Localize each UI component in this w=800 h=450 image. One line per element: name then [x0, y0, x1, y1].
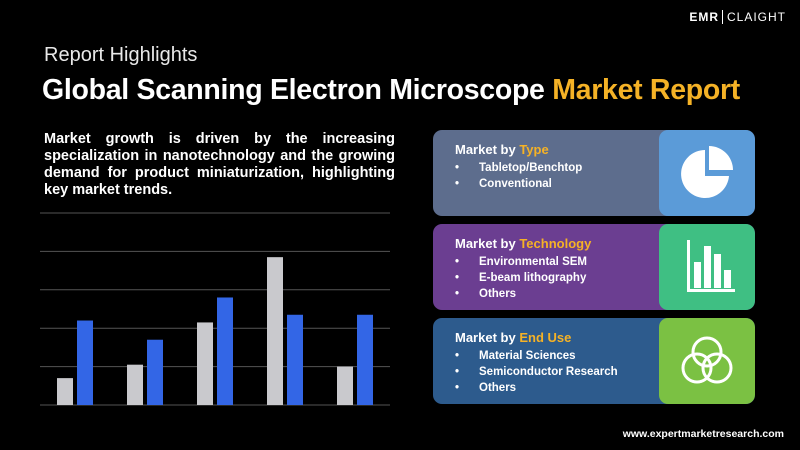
title: Global Scanning Electron Microscope Mark…	[42, 74, 740, 107]
item: Environmental SEM	[455, 254, 587, 270]
item: Others	[455, 380, 618, 396]
panel-list: Material SciencesSemiconductor ResearchO…	[455, 348, 618, 396]
bar	[57, 378, 73, 405]
bar	[357, 314, 373, 405]
bar	[267, 257, 283, 405]
panel-label: Market by	[455, 330, 516, 345]
panel-list: Tabletop/BenchtopConventional	[455, 160, 582, 192]
panel-accent: Technology	[519, 236, 592, 251]
item: E-beam lithography	[455, 270, 587, 286]
footer: www.expertmarketresearch.com	[622, 428, 784, 440]
bar	[77, 320, 93, 405]
panel: Market by End Use Material SciencesSemic…	[433, 318, 755, 404]
venn-icon	[659, 318, 755, 404]
item: Tabletop/Benchtop	[455, 160, 582, 176]
bar	[217, 297, 233, 405]
item: Others	[455, 286, 587, 302]
bar	[337, 366, 353, 405]
logo-text: EMR	[689, 10, 719, 24]
panel-accent: End Use	[519, 330, 572, 345]
item: Semiconductor Research	[455, 364, 618, 380]
panel-heading: Market by Type	[455, 142, 549, 157]
panel-heading: Market by End Use	[455, 330, 571, 345]
bar	[127, 364, 143, 405]
panel-accent: Type	[519, 142, 549, 157]
kicker: Report Highlights	[44, 44, 198, 66]
bar	[287, 314, 303, 405]
item: Conventional	[455, 176, 582, 192]
panel-heading: Market by Technology	[455, 236, 591, 251]
summary: Market growth is driven by the increasin…	[44, 131, 395, 198]
panel: Market by Type Tabletop/BenchtopConventi…	[433, 130, 755, 216]
pie-icon	[659, 130, 755, 216]
logo-sub: CLAIGHT	[721, 10, 786, 24]
logo: EMR CLAIGHT	[689, 10, 786, 24]
title-accent: Market Report	[552, 74, 740, 106]
panel-label: Market by	[455, 236, 516, 251]
item: Material Sciences	[455, 348, 618, 364]
panel-list: Environmental SEME-beam lithographyOther…	[455, 254, 587, 302]
panel-label: Market by	[455, 142, 516, 157]
bar	[197, 322, 213, 405]
panel: Market by Technology Environmental SEME-…	[433, 224, 755, 310]
title-main: Global Scanning Electron Microscope	[42, 74, 545, 106]
bar-icon	[659, 224, 755, 310]
bar	[147, 339, 163, 405]
